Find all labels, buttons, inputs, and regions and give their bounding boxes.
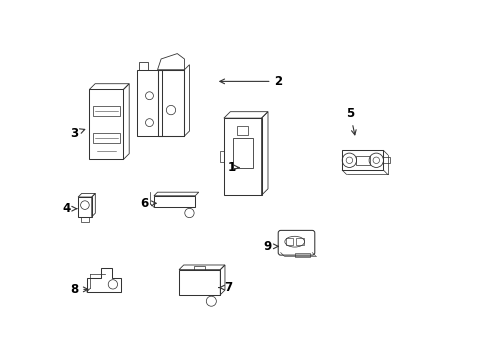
Text: 3: 3 — [70, 127, 84, 140]
Text: 1: 1 — [227, 161, 239, 174]
Text: 4: 4 — [63, 202, 77, 215]
Text: 6: 6 — [140, 197, 156, 210]
Text: 8: 8 — [70, 283, 88, 296]
Text: 2: 2 — [220, 75, 282, 88]
Text: 7: 7 — [218, 281, 232, 294]
Text: 5: 5 — [346, 107, 355, 135]
Text: 9: 9 — [263, 240, 278, 253]
